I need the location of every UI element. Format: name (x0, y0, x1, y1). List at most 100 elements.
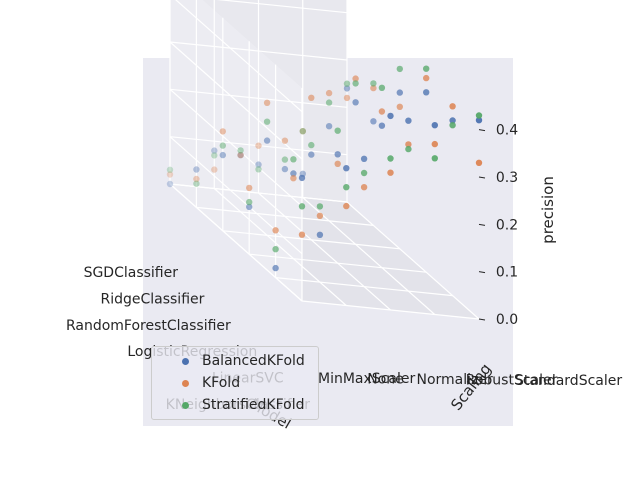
point-kfold (343, 94, 351, 102)
grid-line-z-back (169, 41, 303, 160)
point-balancedkfold (290, 170, 297, 177)
point-kfold (316, 212, 324, 219)
point-stratifiedkfold (193, 180, 200, 187)
point-kfold (325, 89, 333, 97)
point-stratifiedkfold (298, 203, 306, 210)
point-kfold (193, 175, 200, 183)
point-balancedkfold (387, 112, 394, 120)
point-balancedkfold (193, 166, 200, 173)
point-kfold (370, 84, 377, 92)
point-kfold (360, 184, 368, 191)
point-balancedkfold (405, 117, 412, 124)
point-kfold (343, 202, 350, 210)
point-balancedkfold (316, 231, 324, 238)
legend-label: BalancedKFold (202, 353, 305, 369)
point-stratifiedkfold (405, 145, 412, 153)
point-balancedkfold (219, 151, 226, 159)
point-stratifiedkfold (334, 127, 341, 134)
z-tick-mark (478, 223, 486, 226)
grid-line-z-left (169, 88, 348, 108)
point-balancedkfold (475, 117, 483, 124)
x-tick-label: RidgeClassifier (100, 291, 204, 307)
grid-line-z-left (169, 183, 348, 203)
point-kfold (396, 103, 403, 111)
grid-line-z-back (169, 183, 303, 302)
point-stratifiedkfold (255, 166, 262, 173)
point-kfold (237, 151, 244, 159)
z-tick-label: 0.0 (496, 312, 518, 328)
point-kfold (475, 159, 483, 166)
point-stratifiedkfold (308, 141, 315, 149)
point-balancedkfold (449, 117, 456, 124)
point-stratifiedkfold (219, 142, 226, 149)
point-balancedkfold (431, 122, 438, 129)
point-stratifiedkfold (343, 80, 351, 87)
point-kfold (308, 94, 315, 102)
point-kfold (290, 175, 297, 182)
point-balancedkfold (211, 147, 218, 154)
point-stratifiedkfold (211, 152, 218, 159)
point-kfold (449, 103, 456, 110)
point-kfold (211, 166, 218, 173)
legend-marker (182, 358, 189, 365)
point-stratifiedkfold (352, 80, 359, 87)
point-kfold (281, 137, 289, 144)
grid-line-z-back (175, 0, 303, 113)
point-kfold (263, 99, 271, 107)
grid-line-y-floor (302, 197, 436, 315)
x-tick-label: SGDClassifier (84, 265, 179, 281)
grid-line-z-left (169, 136, 348, 156)
point-balancedkfold (423, 89, 430, 96)
point-stratifiedkfold (423, 65, 430, 72)
point-stratifiedkfold (263, 118, 271, 125)
y-tick-label: Normalizer (417, 372, 494, 388)
point-kfold (387, 169, 394, 176)
point-kfold (378, 108, 386, 115)
point-stratifiedkfold (281, 156, 289, 163)
z-tick-mark (478, 318, 486, 321)
point-balancedkfold (343, 85, 351, 92)
point-stratifiedkfold (378, 84, 386, 92)
y-tick-label: MinMaxScaler (318, 371, 415, 387)
z-tick-label: 0.3 (496, 170, 518, 186)
legend: BalancedKFold KFold StratifiedKFold (151, 346, 319, 420)
z-tick-mark (478, 271, 486, 274)
point-kfold (255, 142, 262, 149)
point-kfold (246, 184, 253, 192)
point-stratifiedkfold (316, 203, 324, 210)
point-balancedkfold (166, 180, 174, 188)
point-balancedkfold (334, 151, 341, 158)
point-balancedkfold (263, 137, 271, 144)
x-tick-label: RandomForestClassifier (66, 318, 231, 334)
z-tick-label: 0.1 (496, 265, 518, 281)
point-kfold (298, 231, 306, 238)
legend-marker (182, 402, 189, 409)
point-kfold (423, 74, 430, 82)
point-kfold (166, 171, 174, 178)
point-kfold (352, 75, 359, 82)
legend-label: KFold (202, 375, 241, 391)
point-balancedkfold (396, 89, 403, 96)
point-stratifiedkfold (343, 184, 350, 191)
point-balancedkfold (352, 99, 359, 106)
point-stratifiedkfold (449, 122, 456, 129)
z-tick-label: 0.2 (496, 217, 518, 233)
point-balancedkfold (360, 155, 368, 162)
z-tick-label: 0.4 (496, 123, 518, 139)
legend-label: StratifiedKFold (202, 397, 305, 413)
point-kfold (299, 128, 306, 135)
point-balancedkfold (298, 174, 306, 182)
point-balancedkfold (343, 165, 350, 172)
back-pane (170, 0, 302, 301)
point-stratifiedkfold (290, 156, 297, 163)
data-points (166, 65, 483, 272)
point-stratifiedkfold (360, 169, 368, 177)
point-balancedkfold (237, 151, 244, 159)
point-balancedkfold (378, 122, 386, 129)
grid-line-y-floor (346, 201, 480, 320)
point-stratifiedkfold (166, 166, 174, 173)
point-stratifiedkfold (370, 80, 377, 87)
z-axis-label: precision (539, 176, 557, 244)
point-stratifiedkfold (387, 155, 394, 162)
